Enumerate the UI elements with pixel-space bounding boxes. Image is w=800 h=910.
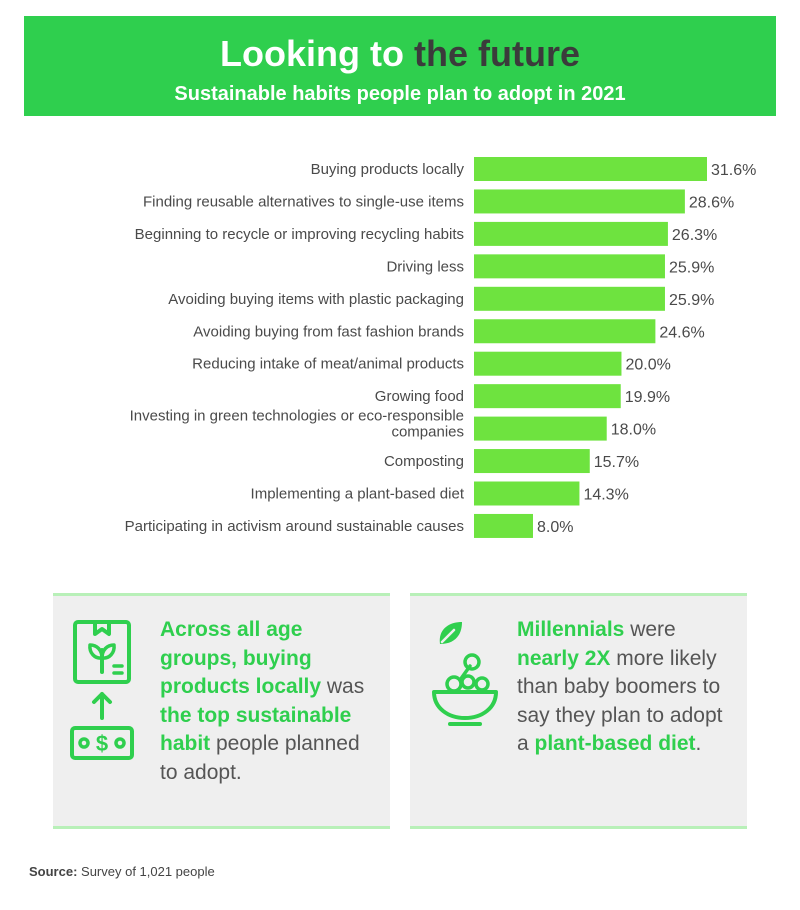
bar bbox=[474, 157, 707, 181]
up-arrow-icon bbox=[92, 692, 112, 720]
svg-text:$: $ bbox=[96, 731, 108, 756]
category-label: Implementing a plant-based diet bbox=[251, 486, 465, 503]
header-banner: Looking to the future Sustainable habits… bbox=[24, 16, 776, 116]
local-icons: $ bbox=[69, 618, 139, 793]
highlight-text: nearly 2X bbox=[517, 646, 611, 670]
bar bbox=[474, 513, 533, 538]
bar bbox=[474, 254, 665, 279]
source-label: Source: bbox=[29, 864, 78, 879]
title-part-2: the future bbox=[413, 33, 580, 74]
body-text: . bbox=[695, 732, 702, 755]
body-text: were bbox=[624, 618, 676, 641]
diet-icons bbox=[430, 618, 500, 733]
bar-chart: Buying products locally 31.6% Finding reus… bbox=[125, 157, 756, 538]
money-bill-icon: $ bbox=[70, 726, 134, 760]
highlight-text: plant-based diet bbox=[534, 732, 696, 755]
page-subtitle: Sustainable habits people plan to adopt … bbox=[174, 83, 626, 105]
value-label: 25.9% bbox=[669, 259, 714, 276]
bar bbox=[474, 449, 590, 474]
category-label: Buying products locally bbox=[311, 161, 465, 178]
value-label: 14.3% bbox=[583, 487, 628, 504]
value-label: 24.6% bbox=[659, 324, 704, 341]
bar bbox=[474, 351, 622, 376]
bar bbox=[474, 416, 607, 441]
bar bbox=[474, 286, 665, 311]
insight-card-local: $ Across all age groups, buying products… bbox=[53, 593, 390, 829]
value-label: 20.0% bbox=[625, 357, 670, 374]
category-label: Investing in green technologies or eco-r… bbox=[130, 408, 464, 441]
title-part-1: Looking to bbox=[220, 33, 414, 74]
value-label: 26.3% bbox=[672, 227, 717, 244]
bar bbox=[474, 319, 656, 344]
body-text: more likely than baby boomers to say the… bbox=[517, 646, 723, 756]
body-text: people planned to adopt. bbox=[160, 732, 360, 784]
source-note: Source: Survey of 1,021 people bbox=[29, 864, 215, 879]
value-label: 18.0% bbox=[611, 422, 656, 439]
body-text: was bbox=[321, 675, 365, 698]
category-label: Composting bbox=[384, 453, 464, 470]
category-label: Finding reusable alternatives to single-… bbox=[143, 193, 464, 210]
bar bbox=[474, 384, 621, 409]
bar bbox=[474, 221, 668, 246]
category-label: Avoiding buying from fast fashion brands bbox=[193, 323, 464, 340]
category-label: Driving less bbox=[386, 258, 464, 275]
category-label: Beginning to recycle or improving recycl… bbox=[135, 226, 464, 243]
local-product-box-icon: $ bbox=[70, 620, 134, 760]
value-label: 31.6% bbox=[711, 162, 756, 179]
value-label: 19.9% bbox=[625, 389, 670, 406]
category-label: Participating in activism around sustain… bbox=[125, 518, 464, 535]
source-text: Survey of 1,021 people bbox=[77, 864, 215, 879]
highlight-text: Across all age groups, buying products l… bbox=[160, 618, 322, 698]
leaf-icon bbox=[439, 622, 462, 644]
highlight-text: Millennials bbox=[517, 618, 625, 641]
insight-card-millennials: Millennials were nearly 2X more likely t… bbox=[410, 593, 747, 829]
value-label: 15.7% bbox=[594, 454, 639, 471]
highlight-text: the top sustainable habit bbox=[160, 703, 352, 756]
page-title: Looking to the future bbox=[24, 34, 776, 74]
bar bbox=[474, 189, 685, 214]
category-label: Growing food bbox=[375, 388, 464, 405]
value-label: 25.9% bbox=[669, 292, 714, 309]
category-label: Avoiding buying items with plastic packa… bbox=[168, 291, 464, 308]
value-label: 8.0% bbox=[537, 519, 573, 536]
insight-local-text: Across all age groups, buying products l… bbox=[160, 616, 380, 787]
bar bbox=[474, 481, 580, 506]
category-label: Reducing intake of meat/animal products bbox=[192, 356, 464, 373]
value-label: 28.6% bbox=[689, 194, 734, 211]
salad-bowl-icon bbox=[432, 622, 498, 726]
insight-millennials-text: Millennials were nearly 2X more likely t… bbox=[517, 616, 737, 759]
